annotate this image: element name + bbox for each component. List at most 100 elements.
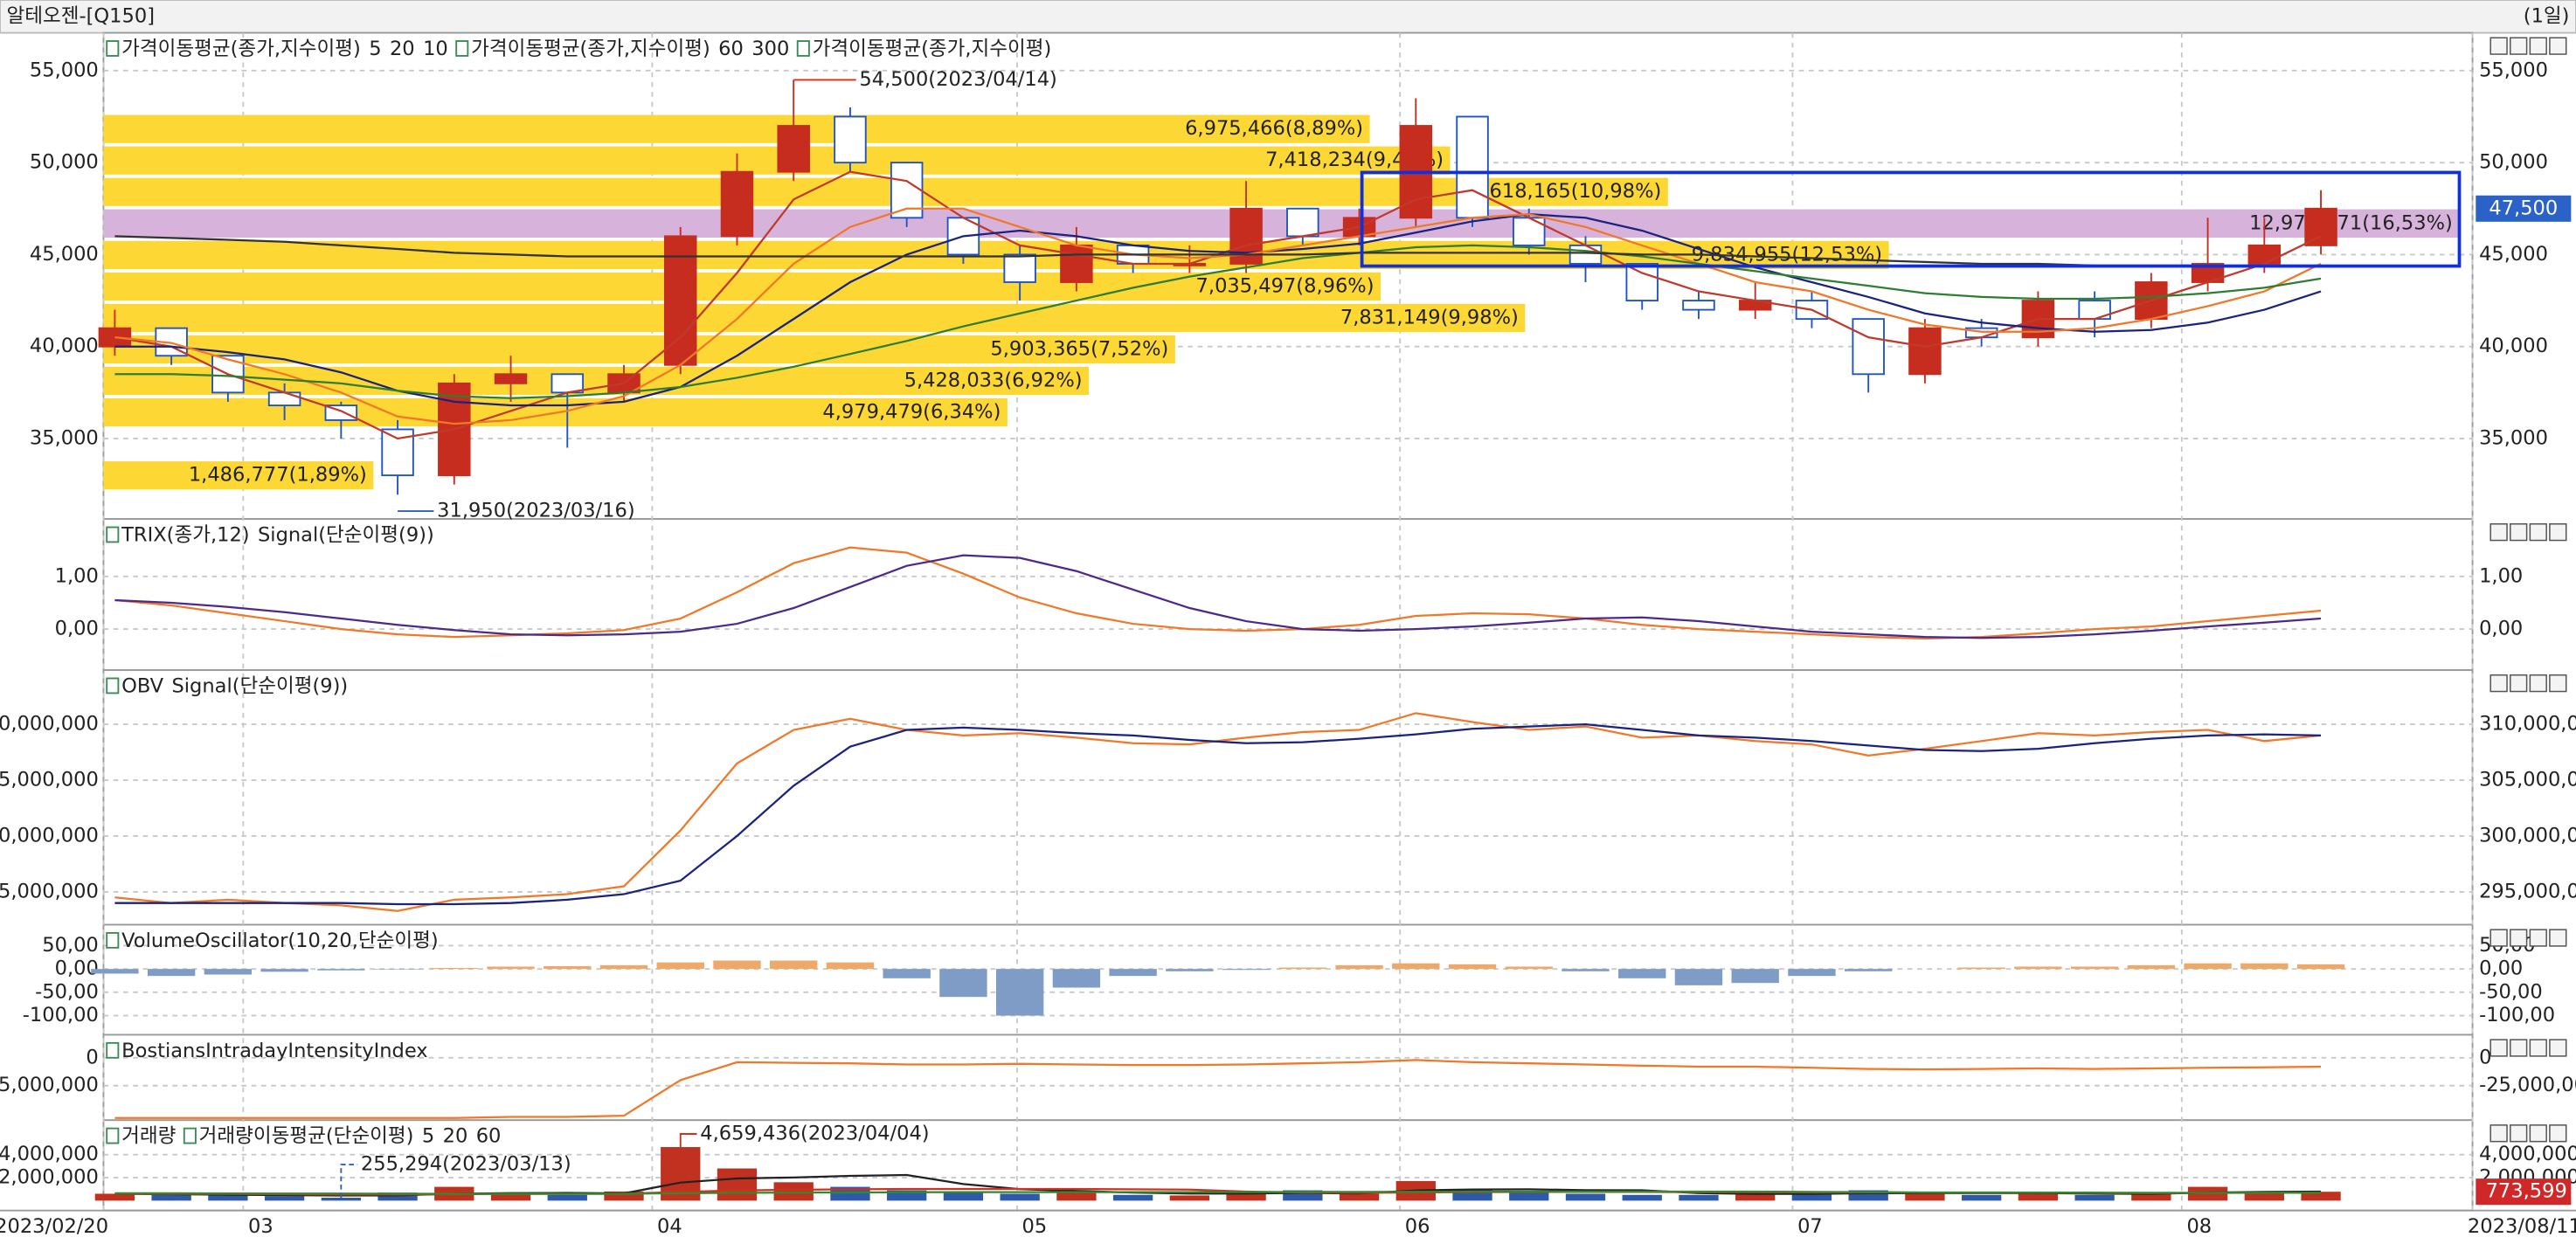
volume-profile-bar	[103, 146, 1451, 175]
volume-bar	[1679, 1194, 1719, 1201]
volume-profile-bar	[103, 272, 1381, 301]
bar	[1731, 969, 1779, 984]
x-tick-label: 07	[1797, 1215, 1823, 1238]
series-line	[114, 244, 2322, 399]
legend-icon	[106, 1041, 120, 1059]
volume-bar	[264, 1196, 305, 1201]
panel-button	[2549, 523, 2567, 542]
legend-label: Signal(단순이평(9))	[258, 523, 434, 546]
volume-profile-label: 8,618,165(10,98%)	[1471, 180, 1661, 203]
legend-label: 5	[369, 38, 381, 60]
bar	[713, 960, 761, 970]
y-tick-label: -25,000,000	[0, 1074, 99, 1096]
x-tick-label: 05	[1022, 1215, 1048, 1238]
y-tick-label: 300,000,000	[2479, 824, 2576, 847]
bar	[1957, 967, 2005, 970]
title-bar	[0, 0, 2576, 34]
candle-body	[1852, 318, 1885, 376]
volume-bar	[1961, 1194, 2002, 1201]
current-label: 47,500	[2489, 197, 2558, 219]
series-line	[114, 723, 2322, 906]
series-line	[114, 1059, 2322, 1119]
bar	[204, 969, 253, 975]
bar	[544, 965, 592, 970]
bar	[1448, 964, 1497, 970]
current-label: 773,599	[2486, 1180, 2567, 1203]
candle-body	[2304, 207, 2337, 246]
x-tick-label: 2023/02/20	[0, 1215, 108, 1238]
candle-body	[1456, 115, 1489, 219]
candle-body	[1003, 253, 1036, 283]
bar	[1674, 969, 1723, 985]
volume-profile-label: 12,976,771(16,53%)	[2249, 211, 2453, 234]
chart-title: 알테오젠-[Q150]	[7, 4, 155, 27]
panel-button	[2529, 1124, 2547, 1143]
bar	[995, 969, 1044, 1016]
volume-bar	[1226, 1192, 1266, 1201]
volume-bar	[1565, 1193, 1606, 1201]
volume-bar	[773, 1182, 814, 1201]
bar	[1392, 963, 1440, 970]
candle-body	[98, 327, 132, 348]
panel-button	[2510, 37, 2528, 55]
bar	[1052, 969, 1101, 988]
annotation: 255,294(2023/03/13)	[361, 1153, 571, 1176]
legend-icon	[106, 931, 120, 949]
bar	[91, 969, 139, 974]
volume-profile-bar	[103, 177, 1668, 206]
legend-label: Signal(단순이평(9))	[171, 674, 348, 697]
panel-button	[2510, 1039, 2528, 1057]
volume-bar	[717, 1168, 758, 1201]
series-line	[114, 554, 2322, 639]
volume-profile-label: 7,035,497(8,96%)	[1196, 274, 1375, 297]
legend-icon	[106, 1127, 120, 1144]
bar	[939, 969, 987, 998]
x-tick-label: 06	[1405, 1215, 1430, 1238]
panel-frame	[102, 1033, 2474, 1122]
y-tick-label: -100,00	[23, 1004, 99, 1026]
candle-body	[834, 115, 867, 164]
bar	[599, 964, 648, 970]
legend-label: 20	[443, 1125, 468, 1148]
annotation: 4,659,436(2023/04/04)	[700, 1123, 929, 1145]
panel-button	[2549, 929, 2567, 947]
legend-label: 거래량	[121, 1125, 176, 1148]
volume-profile-label: 7,831,149(9,98%)	[1340, 306, 1519, 328]
panel-button	[2549, 1124, 2567, 1143]
volume-bar	[94, 1193, 135, 1201]
volume-bar	[1169, 1195, 1210, 1201]
x-tick-label: 2023/08/11	[2468, 1215, 2576, 1238]
panel-button	[2529, 1039, 2547, 1057]
panel-button	[2529, 929, 2547, 947]
panel-button	[2549, 1039, 2567, 1057]
y-tick-label: 45,000	[2479, 243, 2548, 266]
panel-button	[2510, 674, 2528, 693]
y-tick-label: -50,00	[35, 980, 99, 1003]
bar	[2014, 966, 2062, 970]
volume-bar	[547, 1194, 587, 1201]
candle-body	[1625, 263, 1658, 302]
volume-bar	[151, 1194, 191, 1201]
bar	[1222, 969, 1271, 971]
panel-button	[2529, 523, 2547, 542]
legend-label: 가격이동평균(종가,지수이평)	[121, 38, 361, 60]
y-tick-label: 295,000,000	[2479, 880, 2576, 902]
legend-label: 60	[476, 1125, 502, 1148]
legend-label: 20	[390, 38, 415, 60]
panel-button	[2529, 674, 2547, 693]
candle-body	[720, 170, 754, 238]
y-tick-label: 50,00	[42, 934, 99, 957]
y-tick-label: 310,000,000	[2479, 713, 2576, 736]
legend-icon	[796, 40, 810, 57]
y-tick-label: 40,000	[2479, 335, 2548, 357]
volume-bar	[2244, 1191, 2284, 1201]
y-tick-label: 45,000	[30, 243, 99, 266]
volume-profile-bar	[103, 114, 1370, 143]
y-tick-label: 50,000	[2479, 151, 2548, 174]
current-box	[2476, 195, 2572, 222]
volume-profile-bar	[103, 209, 2460, 238]
drawn-box[interactable]	[1360, 170, 2462, 268]
candle-body	[777, 125, 810, 173]
y-tick-label: 305,000,000	[0, 769, 99, 791]
